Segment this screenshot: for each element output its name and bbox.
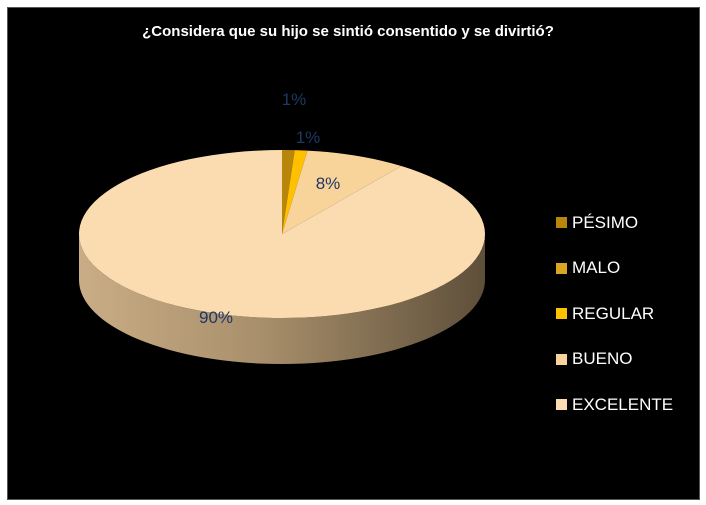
legend-label: MALO bbox=[572, 258, 621, 278]
legend-item-pésimo: PÉSIMO bbox=[556, 200, 673, 246]
chart-frame: ¿Considera que su hijo se sintió consent… bbox=[7, 7, 700, 500]
data-label-pésimo: 1% bbox=[282, 90, 307, 109]
legend-item-excelente: EXCELENTE bbox=[556, 382, 673, 428]
data-label-excelente: 90% bbox=[199, 308, 233, 327]
legend-swatch bbox=[556, 399, 567, 411]
legend-label: BUENO bbox=[572, 349, 633, 369]
legend-swatch bbox=[556, 262, 567, 274]
pie-side-4 bbox=[79, 234, 485, 364]
legend-label: REGULAR bbox=[572, 303, 655, 323]
legend-swatch bbox=[556, 217, 567, 229]
pie-slice-bueno bbox=[282, 150, 402, 234]
legend-item-malo: MALO bbox=[556, 246, 673, 292]
legend-swatch bbox=[556, 353, 567, 365]
legend-item-regular: REGULAR bbox=[556, 291, 673, 337]
legend-label: EXCELENTE bbox=[572, 394, 674, 414]
legend-swatch bbox=[556, 308, 567, 320]
chart-title: ¿Considera que su hijo se sintió consent… bbox=[142, 23, 554, 40]
pie-slice-excelente bbox=[78, 150, 485, 318]
pie-side bbox=[79, 234, 485, 364]
data-label-bueno: 8% bbox=[316, 174, 341, 193]
pie-chart: 1% 1% 8% 90% bbox=[78, 90, 485, 364]
legend: PÉSIMO MALO REGULAR BUENO EXCELENTE bbox=[556, 200, 673, 428]
pie-slice-pésimo bbox=[282, 150, 295, 234]
data-labels: 1% 1% 8% 90% bbox=[199, 90, 340, 327]
pie-slices bbox=[78, 150, 485, 318]
legend-item-bueno: BUENO bbox=[556, 337, 673, 383]
legend-label: PÉSIMO bbox=[572, 212, 639, 232]
data-label-regular: 1% bbox=[296, 128, 321, 147]
pie-slice-regular bbox=[282, 150, 308, 234]
